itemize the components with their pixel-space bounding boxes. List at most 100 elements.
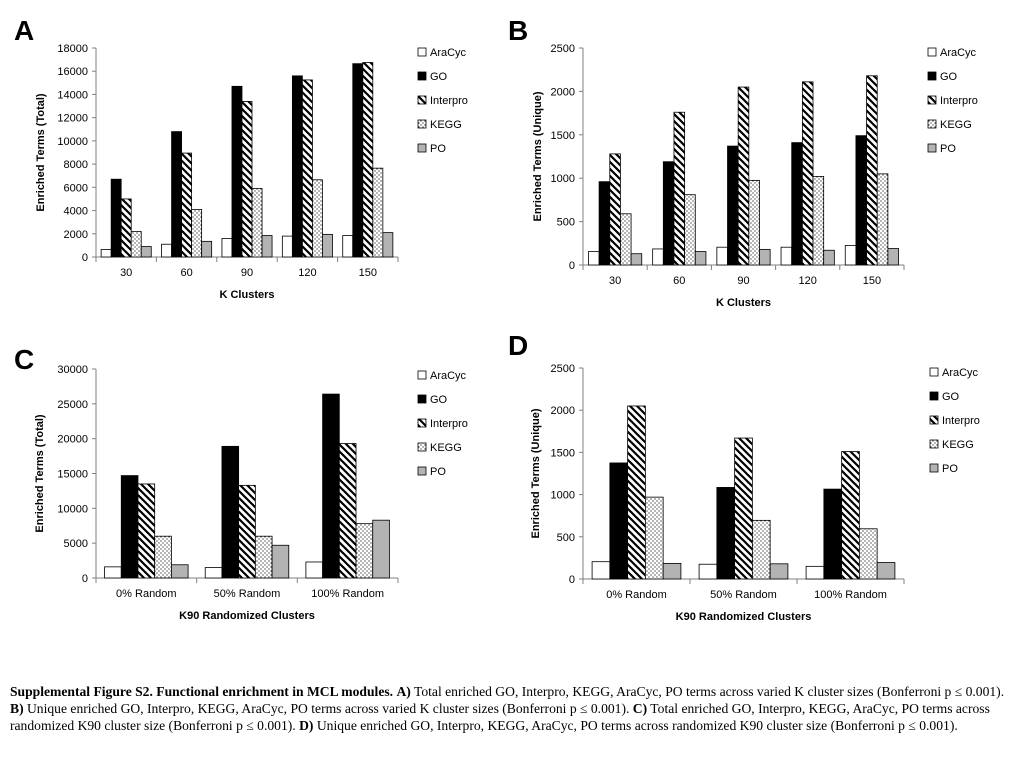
- bar-go: [291, 75, 303, 258]
- x-axis-title: K Clusters: [716, 297, 771, 309]
- bar-go: [322, 393, 340, 579]
- legend-swatch-aracyc: [927, 47, 937, 57]
- bar-aracyc: [342, 235, 354, 258]
- bar-kegg: [620, 213, 632, 266]
- legend-label: KEGG: [940, 119, 972, 131]
- bar-kegg: [858, 528, 878, 580]
- x-tick-label: 0% Random: [606, 589, 667, 601]
- bar-kegg: [684, 194, 696, 266]
- y-tick-label: 1500: [551, 447, 575, 459]
- legend: AraCyc GO Interpro KEGG PO: [927, 47, 978, 155]
- bar-interpro: [181, 152, 193, 258]
- bar-po: [630, 253, 643, 266]
- legend-swatch-go: [417, 71, 427, 81]
- bar-aracyc: [161, 243, 172, 258]
- legend-label: GO: [940, 71, 958, 83]
- y-tick-label: 16000: [57, 66, 88, 78]
- bar-po: [769, 563, 789, 580]
- y-axis-title: Enriched Terms (Unique): [530, 408, 542, 538]
- bar-kegg: [876, 173, 889, 266]
- bar-po: [823, 249, 835, 266]
- y-tick-label: 500: [557, 532, 575, 544]
- caption-text-c: Total enriched GO, Interpro, KEGG, AraCy…: [10, 701, 990, 733]
- y-tick-label: 20000: [57, 434, 88, 446]
- legend-swatch-go: [417, 394, 427, 404]
- bar-kegg: [254, 535, 273, 579]
- x-axis-title: K Clusters: [219, 289, 274, 301]
- bar-interpro: [362, 62, 374, 258]
- panel-letter: D: [508, 330, 528, 361]
- legend-label: PO: [430, 466, 446, 478]
- bar-kegg: [130, 231, 142, 258]
- legend-label: AraCyc: [940, 47, 977, 59]
- chart-panel-a: A 0 2000 4000 6000 8000 10000 12000 14000 16000 18…: [14, 15, 468, 301]
- caption-text-d: Unique enriched GO, Interpro, KEGG, AraC…: [313, 718, 958, 733]
- y-axis-title: Enriched Terms (Total): [35, 93, 47, 212]
- bar-po: [201, 240, 213, 258]
- x-tick-label: 120: [298, 267, 316, 279]
- legend-swatch-interpro: [927, 95, 937, 105]
- bar-kegg: [312, 179, 323, 258]
- legend-label: AraCyc: [942, 367, 979, 379]
- x-tick-label: 0% Random: [116, 588, 177, 600]
- y-tick-label: 15000: [57, 469, 88, 481]
- y-tick-label: 6000: [64, 182, 88, 194]
- y-tick-label: 18000: [57, 43, 88, 55]
- bar-interpro: [301, 79, 313, 258]
- x-tick-label: 50% Random: [214, 588, 281, 600]
- bar-po: [876, 562, 896, 580]
- panel-letter: C: [14, 344, 34, 375]
- bar-aracyc: [281, 235, 293, 258]
- caption-text-b: Unique enriched GO, Interpro, KEGG, AraC…: [23, 701, 633, 716]
- figure-caption: Supplemental Figure S2. Functional enric…: [10, 683, 1010, 734]
- bar-po: [662, 562, 682, 580]
- bar-po: [261, 235, 273, 258]
- bar-po: [372, 519, 390, 579]
- bar-po: [140, 246, 152, 258]
- y-tick-label: 10000: [57, 136, 88, 148]
- legend-swatch-po: [929, 463, 939, 473]
- bar-interpro: [737, 86, 750, 266]
- legend-swatch-po: [417, 466, 427, 476]
- bar-aracyc: [104, 566, 122, 579]
- y-tick-label: 0: [569, 260, 575, 272]
- y-tick-label: 1000: [551, 490, 575, 502]
- legend-swatch-aracyc: [417, 47, 427, 57]
- bar-go: [221, 445, 240, 579]
- bar-kegg: [154, 535, 172, 579]
- bar-go: [120, 475, 139, 579]
- bar-kegg: [372, 167, 384, 258]
- x-tick-label: 30: [120, 267, 132, 279]
- bar-interpro: [238, 484, 256, 579]
- bar-go: [727, 145, 739, 266]
- caption-key-c: C): [632, 701, 648, 716]
- y-tick-label: 2500: [551, 43, 575, 55]
- y-tick-label: 12000: [57, 113, 88, 125]
- x-tick-label: 90: [241, 267, 253, 279]
- legend-swatch-po: [417, 143, 427, 153]
- chart-panel-c: C 0 5000 10000 15000 20000 25000 30000 0% Random…: [14, 344, 468, 622]
- bar-aracyc: [844, 245, 857, 266]
- legend-swatch-aracyc: [929, 367, 939, 377]
- bar-kegg: [644, 496, 664, 580]
- y-tick-label: 14000: [57, 89, 88, 101]
- chart-panel-d: D 0 500 1000 1500 2000 2500 0% Random 50% Random…: [508, 330, 980, 623]
- bar-aracyc: [100, 249, 112, 258]
- legend-swatch-kegg: [929, 439, 939, 449]
- bar-kegg: [355, 523, 374, 579]
- bar-aracyc: [698, 563, 718, 580]
- bar-kegg: [251, 188, 263, 258]
- bar-aracyc: [305, 561, 324, 579]
- bar-po: [694, 251, 707, 266]
- x-tick-label: 90: [737, 275, 749, 287]
- y-tick-label: 2000: [64, 229, 88, 241]
- legend-label: PO: [940, 143, 956, 155]
- y-tick-label: 30000: [57, 364, 88, 376]
- legend: AraCyc GO Interpro KEGG PO: [417, 47, 468, 155]
- bar-aracyc: [652, 248, 664, 266]
- bar-aracyc: [588, 251, 600, 266]
- bar-po: [759, 248, 771, 266]
- legend-label: GO: [430, 71, 448, 83]
- y-tick-label: 5000: [64, 538, 88, 550]
